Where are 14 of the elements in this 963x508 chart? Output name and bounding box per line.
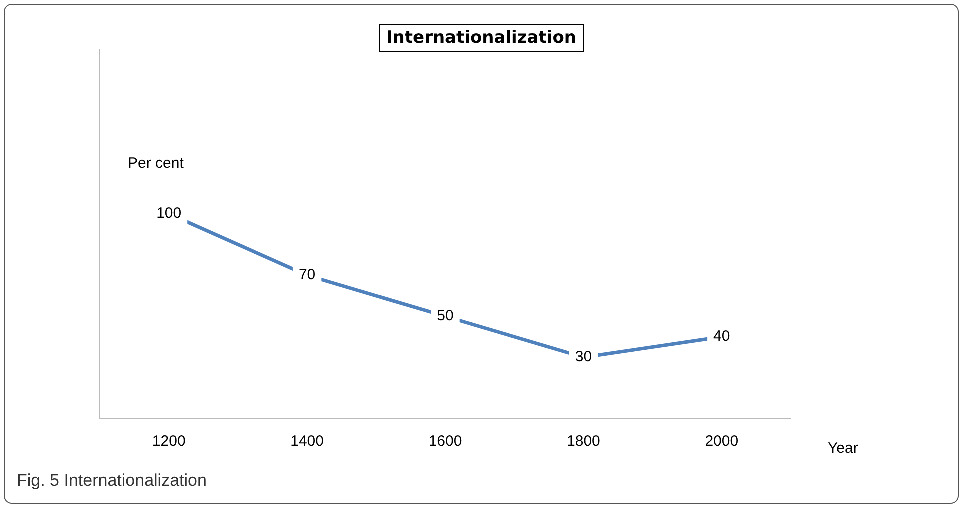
x-tick-label: 2000 [705,433,739,450]
x-tick-label: 1400 [290,433,324,450]
x-tick-label: 1600 [428,433,462,450]
caption: Fig. 5 Internationalization [17,471,207,491]
data-label: 30 [575,348,592,366]
y-axis-title: Per cent [128,155,185,172]
data-label: 70 [298,266,316,284]
x-tick-label: 1200 [152,433,186,450]
x-axis-title: Year [828,440,858,458]
chart-title: Internationalization [379,24,584,52]
data-label: 100 [156,205,182,222]
data-label: 40 [714,328,730,346]
data-label: 50 [437,308,454,325]
x-tick-label: 1800 [567,433,600,450]
